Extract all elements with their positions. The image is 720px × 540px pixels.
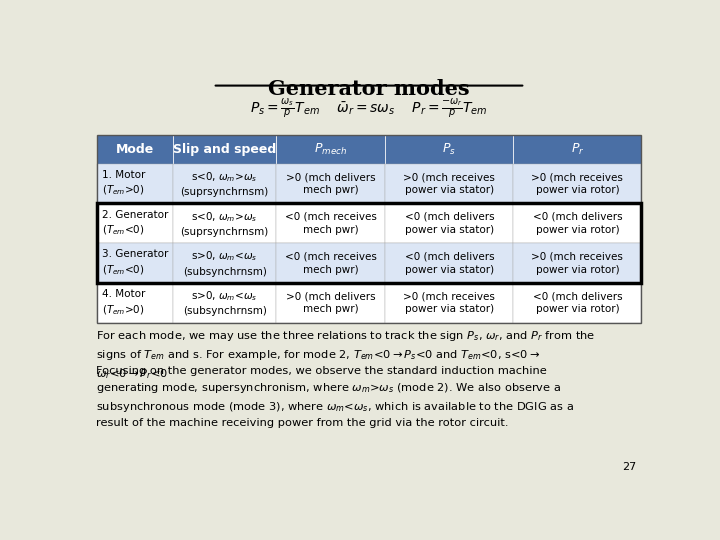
Text: 3. Generator
($T_{em}$<0): 3. Generator ($T_{em}$<0) xyxy=(102,249,168,277)
FancyBboxPatch shape xyxy=(173,243,276,283)
Text: <0 (mch delivers
power via stator): <0 (mch delivers power via stator) xyxy=(405,212,494,235)
Text: >0 (mch receives
power via rotor): >0 (mch receives power via rotor) xyxy=(531,172,624,195)
Text: Slip and speed: Slip and speed xyxy=(173,143,276,156)
FancyBboxPatch shape xyxy=(173,164,276,204)
Text: 2. Generator
($T_{em}$<0): 2. Generator ($T_{em}$<0) xyxy=(102,210,168,237)
Text: >0 (mch receives
power via stator): >0 (mch receives power via stator) xyxy=(403,172,495,195)
Text: $P_r$: $P_r$ xyxy=(570,142,584,157)
FancyBboxPatch shape xyxy=(385,164,513,204)
Text: 4. Motor
($T_{em}$>0): 4. Motor ($T_{em}$>0) xyxy=(102,289,145,316)
Text: s>0, $\omega_m$<$\omega_s$
(subsynchrnsm): s>0, $\omega_m$<$\omega_s$ (subsynchrnsm… xyxy=(183,289,266,316)
FancyBboxPatch shape xyxy=(513,164,642,204)
FancyBboxPatch shape xyxy=(276,136,385,164)
Text: <0 (mch receives
mech pwr): <0 (mch receives mech pwr) xyxy=(285,212,377,235)
Text: Mode: Mode xyxy=(116,143,154,156)
Text: <0 (mch delivers
power via rotor): <0 (mch delivers power via rotor) xyxy=(533,291,622,314)
FancyBboxPatch shape xyxy=(385,136,513,164)
Text: 1. Motor
($T_{em}$>0): 1. Motor ($T_{em}$>0) xyxy=(102,170,145,198)
FancyBboxPatch shape xyxy=(385,204,513,243)
Text: $P_s = \frac{\omega_s}{p} T_{em}$    $\bar{\omega}_r = s\omega_s$    $P_r = \fra: $P_s = \frac{\omega_s}{p} T_{em}$ $\bar{… xyxy=(250,97,488,120)
FancyBboxPatch shape xyxy=(96,283,173,322)
FancyBboxPatch shape xyxy=(96,204,173,243)
Text: s<0, $\omega_m$>$\omega_s$
(suprsynchrnsm): s<0, $\omega_m$>$\omega_s$ (suprsynchrns… xyxy=(181,170,269,197)
FancyBboxPatch shape xyxy=(96,243,173,283)
Text: Focusing on the generator modes, we observe the standard induction machine
gener: Focusing on the generator modes, we obse… xyxy=(96,366,574,428)
Text: >0 (mch delivers
mech pwr): >0 (mch delivers mech pwr) xyxy=(286,172,376,195)
FancyBboxPatch shape xyxy=(276,204,385,243)
Text: <0 (mch delivers
power via rotor): <0 (mch delivers power via rotor) xyxy=(533,212,622,235)
FancyBboxPatch shape xyxy=(513,283,642,322)
Text: >0 (mch receives
power via rotor): >0 (mch receives power via rotor) xyxy=(531,252,624,275)
FancyBboxPatch shape xyxy=(513,136,642,164)
Text: >0 (mch delivers
mech pwr): >0 (mch delivers mech pwr) xyxy=(286,291,376,314)
Text: Generator modes: Generator modes xyxy=(268,79,470,99)
FancyBboxPatch shape xyxy=(276,283,385,322)
Text: $P_s$: $P_s$ xyxy=(442,142,456,157)
FancyBboxPatch shape xyxy=(276,164,385,204)
Text: <0 (mch delivers
power via stator): <0 (mch delivers power via stator) xyxy=(405,252,494,275)
FancyBboxPatch shape xyxy=(385,283,513,322)
FancyBboxPatch shape xyxy=(276,243,385,283)
FancyBboxPatch shape xyxy=(96,164,173,204)
Text: >0 (mch receives
power via stator): >0 (mch receives power via stator) xyxy=(403,291,495,314)
FancyBboxPatch shape xyxy=(96,136,173,164)
FancyBboxPatch shape xyxy=(513,243,642,283)
FancyBboxPatch shape xyxy=(173,136,276,164)
FancyBboxPatch shape xyxy=(513,204,642,243)
Text: s<0, $\omega_m$>$\omega_s$
(suprsynchrnsm): s<0, $\omega_m$>$\omega_s$ (suprsynchrns… xyxy=(181,210,269,237)
FancyBboxPatch shape xyxy=(173,204,276,243)
FancyBboxPatch shape xyxy=(173,283,276,322)
Text: For each mode, we may use the three relations to track the sign $P_s$, $\omega_r: For each mode, we may use the three rela… xyxy=(96,329,595,381)
Text: <0 (mch receives
mech pwr): <0 (mch receives mech pwr) xyxy=(285,252,377,275)
FancyBboxPatch shape xyxy=(385,243,513,283)
Text: $P_{mech}$: $P_{mech}$ xyxy=(314,142,348,157)
Text: 27: 27 xyxy=(623,462,637,472)
Text: s>0, $\omega_m$<$\omega_s$
(subsynchrnsm): s>0, $\omega_m$<$\omega_s$ (subsynchrnsm… xyxy=(183,249,266,276)
